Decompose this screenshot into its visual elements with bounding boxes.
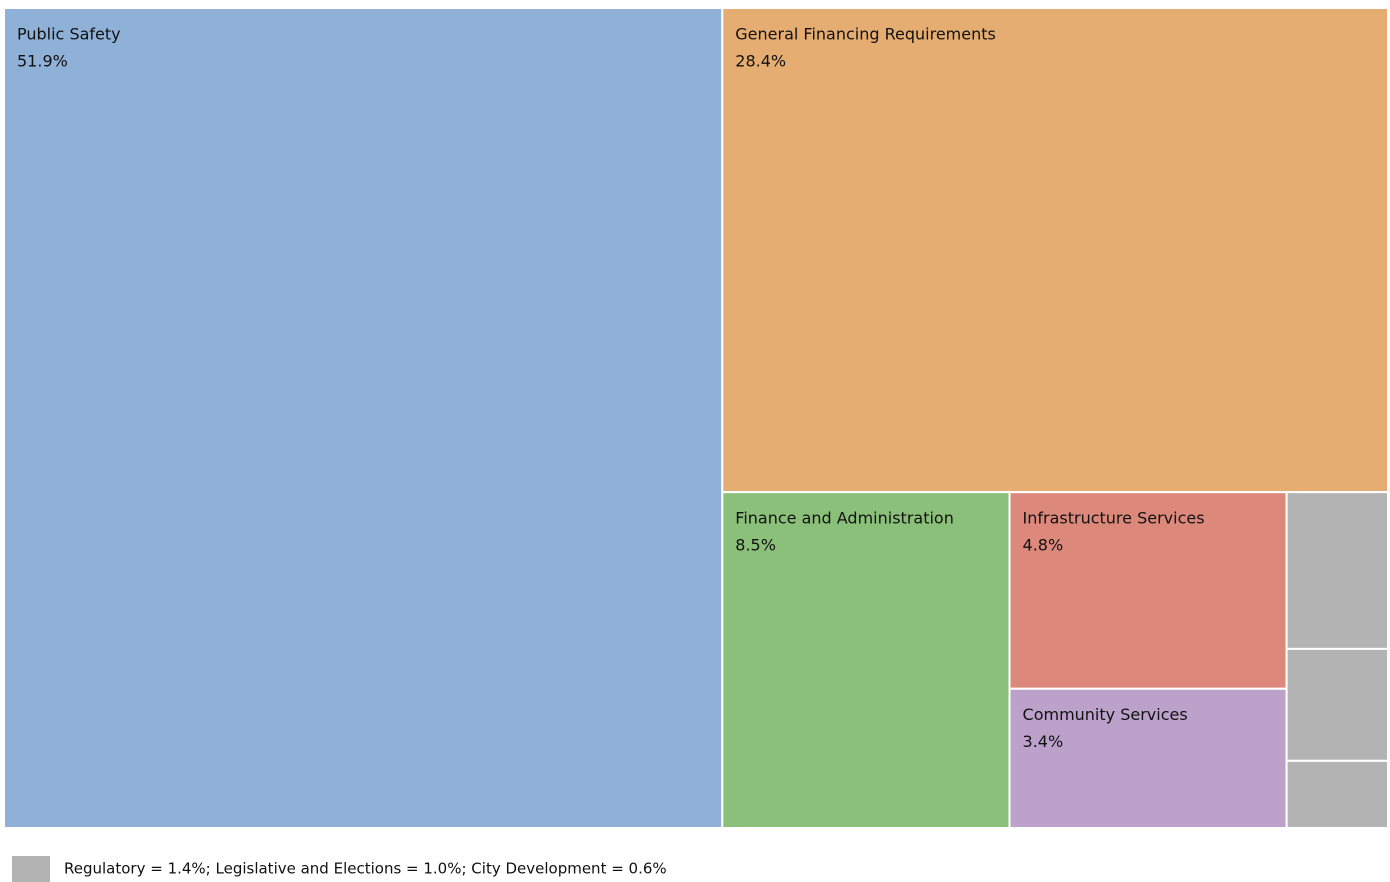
- tile-value-label: 3.4%: [1023, 732, 1064, 751]
- treemap-tile: [1285, 759, 1390, 829]
- tile-label: Finance and Administration: [735, 509, 954, 528]
- tile-label: Community Services: [1023, 705, 1188, 724]
- tile-label: General Financing Requirements: [735, 25, 996, 44]
- tile-value-label: 51.9%: [17, 52, 68, 71]
- tile-value-label: 8.5%: [735, 536, 776, 555]
- tile-label: Infrastructure Services: [1023, 509, 1205, 528]
- treemap-tile: [1285, 491, 1390, 650]
- footnote: Regulatory = 1.4%; Legislative and Elect…: [64, 860, 667, 878]
- treemap-tile: [1285, 647, 1390, 762]
- treemap-tile: [721, 7, 1389, 494]
- tile-value-label: 28.4%: [735, 52, 786, 71]
- treemap-tile: [3, 7, 724, 829]
- treemap-tile: [721, 491, 1011, 829]
- treemap-tile: [1008, 687, 1288, 829]
- treemap-tile: [1008, 491, 1288, 690]
- tile-label: Public Safety: [17, 25, 121, 44]
- tile-value-label: 4.8%: [1023, 536, 1064, 555]
- footnote-swatch: [12, 856, 50, 882]
